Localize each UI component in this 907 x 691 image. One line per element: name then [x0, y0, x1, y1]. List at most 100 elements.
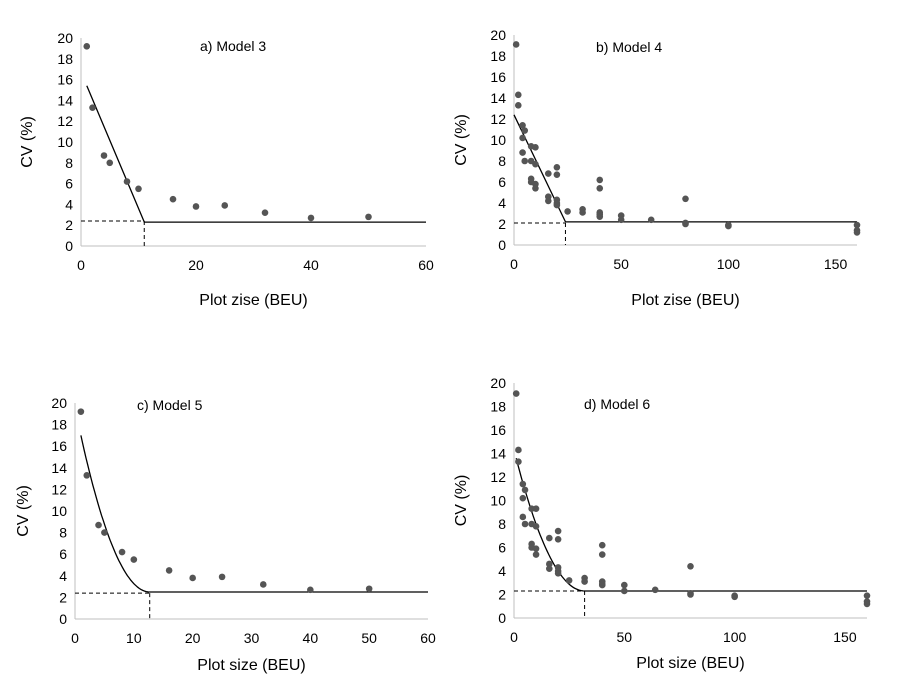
data-point: [365, 213, 372, 221]
data-point: [519, 134, 526, 142]
x-tick-label: 50: [613, 256, 629, 272]
data-point: [519, 149, 526, 156]
data-point: [564, 208, 571, 215]
data-point: [598, 541, 606, 549]
x-tick-label: 100: [723, 629, 747, 645]
y-tick-label: 12: [490, 111, 506, 127]
panel-b-model-4: 0 2 4 6 8 10 12 14 16 18 20 0 50 100 150 Plot zise (BEU…: [453, 27, 861, 309]
y-tick-label: 10: [490, 132, 506, 148]
y-tick-label: 16: [51, 438, 67, 454]
y-tick-label: 0: [65, 238, 73, 254]
y-tick-label: 18: [51, 417, 67, 433]
data-point: [519, 480, 527, 488]
x-axis-label: Plot size (BEU): [636, 655, 744, 672]
data-point: [512, 390, 520, 397]
y-tick-label: 10: [57, 134, 73, 150]
y-tick-label: 4: [65, 196, 73, 212]
x-tick-label: 0: [510, 256, 518, 272]
x-tick-label: 100: [717, 256, 741, 272]
data-point: [101, 529, 108, 536]
y-tick-label: 6: [59, 546, 67, 562]
data-point: [553, 164, 561, 171]
panel-label: d) Model 6: [584, 396, 650, 412]
y-tick-label: 18: [490, 48, 506, 64]
y-tick-label: 16: [57, 72, 73, 88]
x-tick-label: 20: [188, 257, 204, 273]
data-point: [863, 600, 871, 608]
y-tick-label: 16: [490, 422, 506, 438]
y-tick-label: 4: [59, 568, 67, 584]
panel-d-model-6: 0 2 4 6 8 10 12 14 16 18 20 0 50 100 150 Plot size (BEU…: [453, 375, 871, 672]
y-tick-label: 2: [59, 589, 67, 605]
data-point: [682, 220, 689, 228]
data-point: [100, 152, 108, 159]
data-point: [553, 201, 561, 209]
data-point: [545, 197, 552, 205]
y-tick-label: 16: [490, 69, 506, 85]
data-point: [545, 170, 552, 177]
y-tick-label: 12: [57, 113, 73, 129]
data-point: [521, 486, 529, 494]
data-point: [598, 581, 606, 589]
data-point: [515, 446, 522, 454]
data-point: [218, 573, 226, 581]
y-tick-label: 6: [65, 176, 73, 192]
data-point: [519, 513, 527, 521]
x-tick-label: 40: [303, 257, 319, 273]
y-tick-label: 14: [51, 460, 67, 476]
panel-label: c) Model 5: [137, 397, 203, 413]
data-point: [596, 185, 604, 192]
y-tick-label: 20: [490, 27, 506, 43]
x-tick-label: 50: [361, 630, 377, 646]
y-tick-label: 20: [57, 30, 73, 46]
y-tick-label: 2: [65, 217, 73, 233]
data-point: [621, 587, 628, 595]
data-point: [682, 195, 689, 203]
x-tick-label: 150: [824, 256, 848, 272]
x-axis-label: Plot zise (BEU): [199, 292, 307, 309]
y-tick-label: 14: [490, 446, 506, 462]
data-point: [83, 43, 91, 50]
data-point: [687, 591, 694, 598]
data-point: [532, 523, 540, 530]
data-point: [307, 586, 314, 594]
data-point: [647, 216, 655, 224]
data-point: [118, 548, 126, 556]
x-tick-label: 40: [303, 630, 319, 646]
y-tick-label: 0: [59, 611, 67, 627]
x-tick-label: 0: [77, 257, 85, 273]
x-tick-label: 60: [418, 257, 434, 273]
data-point: [261, 209, 269, 217]
data-point: [617, 216, 625, 224]
y-tick-label: 20: [490, 375, 506, 391]
x-tick-label: 0: [71, 630, 79, 646]
data-point: [221, 202, 229, 209]
y-axis-label: CV (%): [19, 116, 36, 168]
data-point: [521, 127, 529, 134]
y-tick-label: 0: [498, 237, 506, 253]
y-tick-label: 2: [498, 587, 506, 603]
x-axis-label: Plot zise (BEU): [631, 292, 739, 309]
data-point: [83, 472, 91, 479]
data-point: [532, 185, 539, 192]
fitted-curve: [513, 114, 857, 223]
data-point: [554, 570, 562, 577]
data-point: [514, 102, 522, 109]
y-axis-label: CV (%): [15, 485, 32, 537]
panel-label: a) Model 3: [200, 38, 266, 54]
y-tick-label: 4: [498, 563, 506, 579]
data-point: [307, 214, 315, 222]
data-point: [579, 209, 586, 216]
data-point: [554, 527, 562, 535]
data-point: [651, 586, 659, 594]
data-point: [106, 159, 114, 167]
data-point: [532, 551, 540, 558]
data-point: [95, 521, 102, 529]
y-axis-label: CV (%): [453, 114, 470, 166]
data-point: [546, 560, 553, 568]
data-point: [731, 593, 738, 601]
x-axis-label: Plot size (BEU): [197, 657, 305, 674]
data-point: [192, 203, 200, 210]
y-tick-label: 10: [51, 503, 67, 519]
